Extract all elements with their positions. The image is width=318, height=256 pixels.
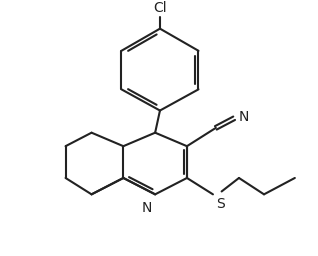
Text: N: N (239, 110, 249, 124)
Text: S: S (216, 197, 225, 211)
Text: N: N (142, 201, 152, 215)
Text: Cl: Cl (153, 1, 167, 15)
